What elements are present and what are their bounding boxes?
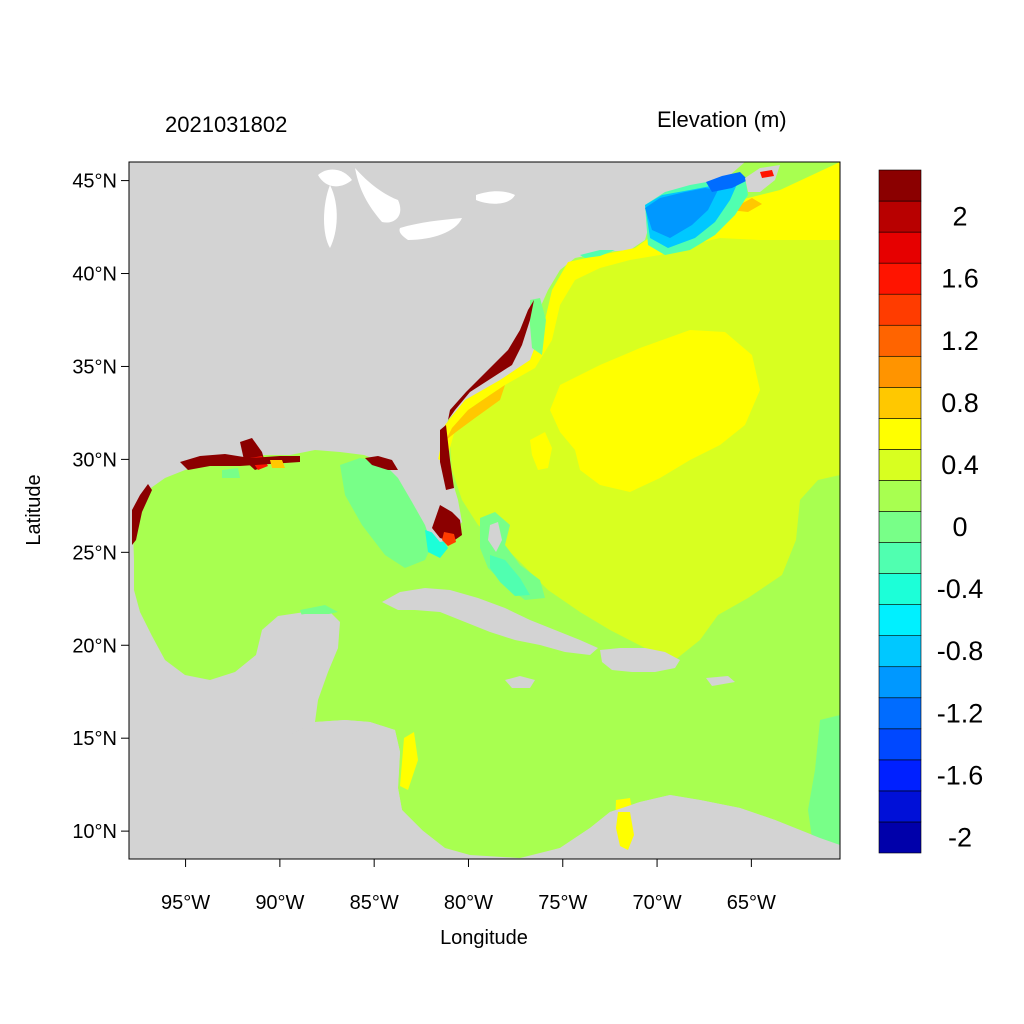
x-tick-label: 65°W	[727, 892, 776, 914]
x-tick-label: 70°W	[633, 892, 682, 914]
bahamas-lower	[490, 555, 530, 596]
texas-coast-surge	[132, 484, 152, 545]
maritimes-surge	[760, 170, 774, 178]
y-tick-label: 20°N	[72, 635, 117, 657]
colorbar-swatch	[878, 418, 922, 450]
colorbar: -2 -1.6 -1.2 -0.8 -0.4 0 0.4 0.8 1.2 1.6 2	[878, 169, 984, 854]
yellow-patch-honduras	[400, 732, 418, 790]
colorbar-swatch	[878, 697, 922, 730]
colorbar-swatch	[878, 387, 922, 419]
gulf-small-low	[222, 468, 240, 478]
florida-surge-east	[440, 425, 454, 490]
florida-surge-south	[432, 505, 462, 542]
colorbar-label: -2	[948, 822, 972, 852]
colorbar-swatch	[878, 728, 922, 761]
x-axis: 95°W 90°W 85°W 80°W 75°W 70°W 65°W	[161, 859, 776, 914]
maracaibo-lake	[616, 812, 634, 850]
colorbar-label: -1.6	[937, 760, 984, 790]
colorbar-label: 2	[952, 202, 967, 232]
florida-surge-tip	[442, 532, 456, 546]
east-coast-surge	[448, 300, 534, 420]
colorbar-swatch	[878, 542, 922, 574]
colorbar-swatch	[878, 480, 922, 512]
hispaniola-land	[600, 648, 680, 672]
y-axis-label: Latitude	[23, 474, 45, 545]
gulf-coast-surge	[180, 454, 300, 470]
colorbar-swatch	[878, 231, 922, 264]
cuba-land	[382, 588, 598, 655]
colorbar-swatch	[878, 262, 922, 295]
colorbar-swatch	[878, 573, 922, 605]
plot-frame	[128, 161, 841, 860]
colorbar-swatch	[878, 169, 922, 202]
great-lakes	[318, 168, 515, 248]
colorbar-label: -0.8	[937, 636, 984, 666]
florida-keys-low	[425, 530, 448, 558]
y-axis: 45°N 40°N 35°N 30°N 25°N 20°N 15°N 10°N	[72, 171, 129, 843]
colorbar-label: -1.2	[937, 698, 984, 728]
colorbar-swatch	[878, 355, 922, 388]
colorbar-swatch	[878, 511, 922, 543]
gulf-of-maine-core	[706, 172, 748, 192]
y-tick-label: 10°N	[72, 821, 117, 843]
central-america-land	[129, 720, 450, 859]
colorbar-swatch	[878, 666, 922, 699]
puerto-rico-land	[706, 676, 735, 686]
colorbar-label: 0	[952, 512, 967, 542]
gulf-of-maine-lowest	[645, 188, 718, 238]
long-island-sound-low	[580, 250, 615, 258]
colorbar-swatch	[878, 635, 922, 668]
x-tick-label: 85°W	[350, 892, 399, 914]
carolina-shelf-orange	[446, 385, 505, 440]
colorbar-swatch	[878, 200, 922, 233]
colorbar-swatch	[878, 821, 922, 854]
y-tick-label: 25°N	[72, 542, 117, 564]
shelf-yellow-band	[438, 162, 840, 475]
west-florida-shelf-low	[340, 458, 432, 568]
eastern-caribbean-low	[808, 715, 840, 845]
x-tick-label: 95°W	[161, 892, 210, 914]
gyre-peak-anomaly	[550, 330, 760, 492]
south-america-land	[520, 795, 840, 859]
jamaica-land	[505, 676, 535, 688]
y-tick-label: 35°N	[72, 356, 117, 378]
y-tick-label: 40°N	[72, 264, 117, 286]
colorbar-swatch	[878, 324, 922, 357]
big-bend-surge	[365, 456, 398, 470]
colorbar-label: -0.4	[937, 574, 984, 604]
chesapeake-low	[530, 298, 546, 355]
gulf-coast-surge-orange	[270, 460, 285, 468]
x-tick-label: 80°W	[444, 892, 493, 914]
colorbar-swatch	[878, 293, 922, 326]
colorbar-swatch	[878, 449, 922, 481]
yucatan-channel-low	[300, 605, 338, 616]
x-tick-label: 75°W	[538, 892, 587, 914]
y-tick-label: 15°N	[72, 728, 117, 750]
x-tick-label: 90°W	[255, 892, 304, 914]
bahamas-islands	[488, 522, 502, 552]
timestamp-label: 2021031802	[165, 112, 288, 137]
y-tick-label: 45°N	[72, 171, 117, 193]
yellow-patch-small	[530, 432, 552, 470]
colorbar-label: 0.4	[941, 450, 979, 480]
y-tick-label: 30°N	[72, 449, 117, 471]
colorbar-swatch	[878, 604, 922, 636]
colorbar-label: 0.8	[941, 388, 979, 418]
colorbar-swatch	[878, 759, 922, 792]
colorbar-swatch	[878, 790, 922, 823]
colorbar-label: 1.6	[941, 264, 979, 294]
map-plot-area	[129, 162, 840, 859]
variable-label: Elevation (m)	[657, 107, 787, 132]
yucatan-land	[262, 614, 338, 722]
x-axis-label: Longitude	[440, 927, 528, 949]
colorbar-label: 1.2	[941, 326, 979, 356]
